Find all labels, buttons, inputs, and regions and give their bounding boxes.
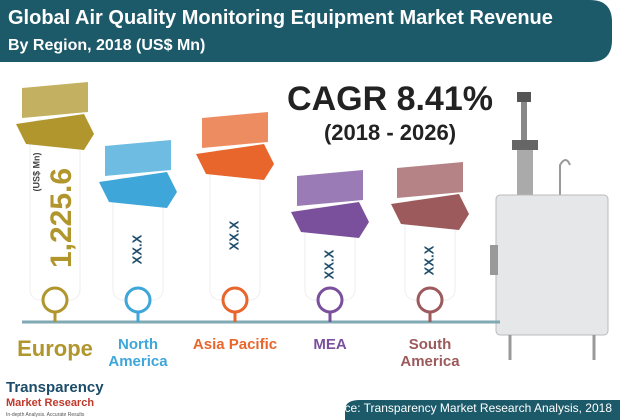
source-band <box>345 400 620 420</box>
region-name: South America <box>400 336 460 370</box>
ribbon-back <box>105 140 171 176</box>
region-value: XX.X <box>226 220 241 250</box>
title: Global Air Quality Monitoring Equipment … <box>8 7 553 29</box>
region-name: North America <box>108 336 168 370</box>
region-value: XX.X <box>421 245 436 275</box>
region-name: Europe <box>17 336 93 361</box>
logo-sub: Market Research <box>6 397 94 409</box>
cagr: CAGR 8.41% <box>287 80 493 118</box>
region-value: 1,225.6 <box>45 168 78 268</box>
ribbon-back <box>22 82 88 118</box>
marker <box>41 286 69 314</box>
ribbon-front <box>391 194 469 230</box>
device <box>490 92 609 360</box>
logo-name: Transparency <box>6 379 104 396</box>
title-band <box>0 0 612 62</box>
ribbon-back <box>297 170 363 206</box>
region-value: XX.X <box>321 249 336 279</box>
ribbon-back <box>397 162 463 198</box>
ribbon-front <box>99 172 177 208</box>
marker <box>221 286 249 314</box>
ribbon-front <box>16 114 94 150</box>
region-name: Asia Pacific <box>192 336 278 353</box>
region-unit: (US$ Mn) <box>31 153 41 192</box>
subtitle: By Region, 2018 (US$ Mn) <box>8 37 205 54</box>
ribbon-front <box>291 202 369 238</box>
ribbon-front <box>196 144 274 180</box>
marker <box>416 286 444 314</box>
source: Source: Transparency Market Research Ana… <box>319 401 612 415</box>
marker <box>124 286 152 314</box>
region-name: MEA <box>313 336 347 353</box>
logo-tagline: In-depth Analysis. Accurate Results <box>6 412 85 418</box>
cagr-period: (2018 - 2026) <box>324 120 456 145</box>
marker <box>316 286 344 314</box>
ribbon-back <box>202 112 268 148</box>
region-value: XX.X <box>129 234 144 264</box>
